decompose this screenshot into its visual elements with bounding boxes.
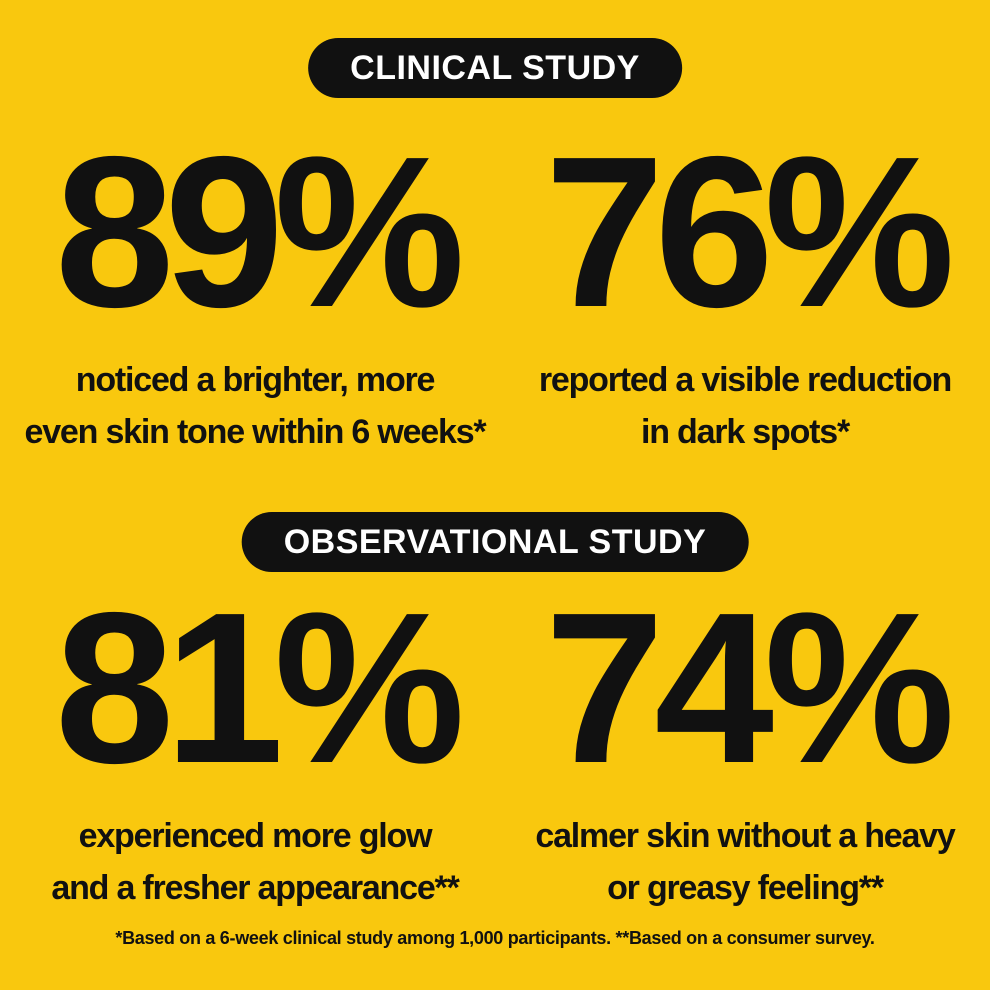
stat: 74% calmer skin without a heavy or greas… xyxy=(505,567,985,914)
stat-value: 74% xyxy=(544,567,955,808)
stat-value: 81% xyxy=(54,567,465,808)
stat: 89% noticed a brighter, more even skin t… xyxy=(15,111,495,458)
caption-line: even skin tone within 6 weeks* xyxy=(24,413,487,451)
caption-line: or greasy feeling** xyxy=(607,869,884,907)
caption-line: experienced more glow xyxy=(78,817,433,855)
caption-line: calmer skin without a heavy xyxy=(535,817,955,855)
stat: 81% experienced more glow and a fresher … xyxy=(15,567,495,914)
stat-value: 89% xyxy=(54,111,465,352)
stat-caption: noticed a brighter, more even skin tone … xyxy=(15,354,495,458)
caption-line: and a fresher appearance** xyxy=(51,869,459,907)
footnote: *Based on a 6-week clinical study among … xyxy=(115,928,875,948)
caption-line: in dark spots* xyxy=(640,413,850,451)
caption-line: noticed a brighter, more xyxy=(75,361,436,399)
section-label: CLINICAL STUDY xyxy=(308,38,682,98)
stat-caption: calmer skin without a heavy or greasy fe… xyxy=(505,810,985,914)
caption-line: reported a visible reduction xyxy=(538,361,952,399)
stat-caption: reported a visible reduction in dark spo… xyxy=(505,354,985,458)
section-label: OBSERVATIONAL STUDY xyxy=(241,512,749,572)
stat-caption: experienced more glow and a fresher appe… xyxy=(15,810,495,914)
stat: 76% reported a visible reduction in dark… xyxy=(505,111,985,458)
stat-value: 76% xyxy=(544,111,955,352)
